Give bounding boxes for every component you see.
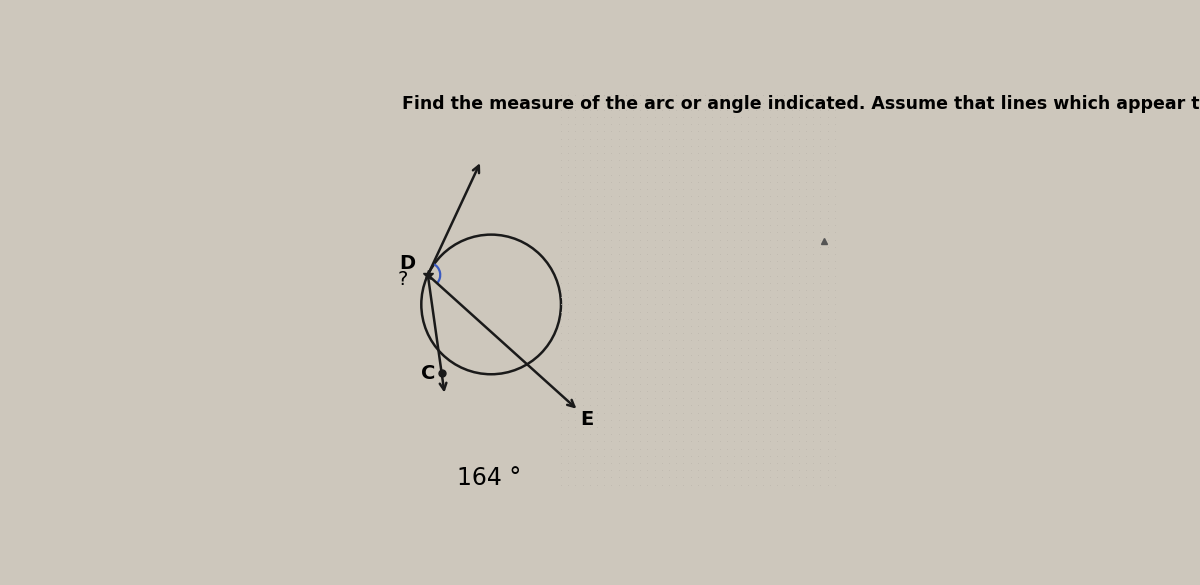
Text: C: C	[421, 363, 436, 383]
Text: E: E	[580, 410, 593, 429]
Text: D: D	[400, 254, 415, 273]
Text: Find the measure of the arc or angle indicated. Assume that lines which appear t: Find the measure of the arc or angle ind…	[402, 95, 1200, 113]
Text: ?: ?	[398, 270, 408, 289]
Text: 164 °: 164 °	[457, 466, 521, 490]
